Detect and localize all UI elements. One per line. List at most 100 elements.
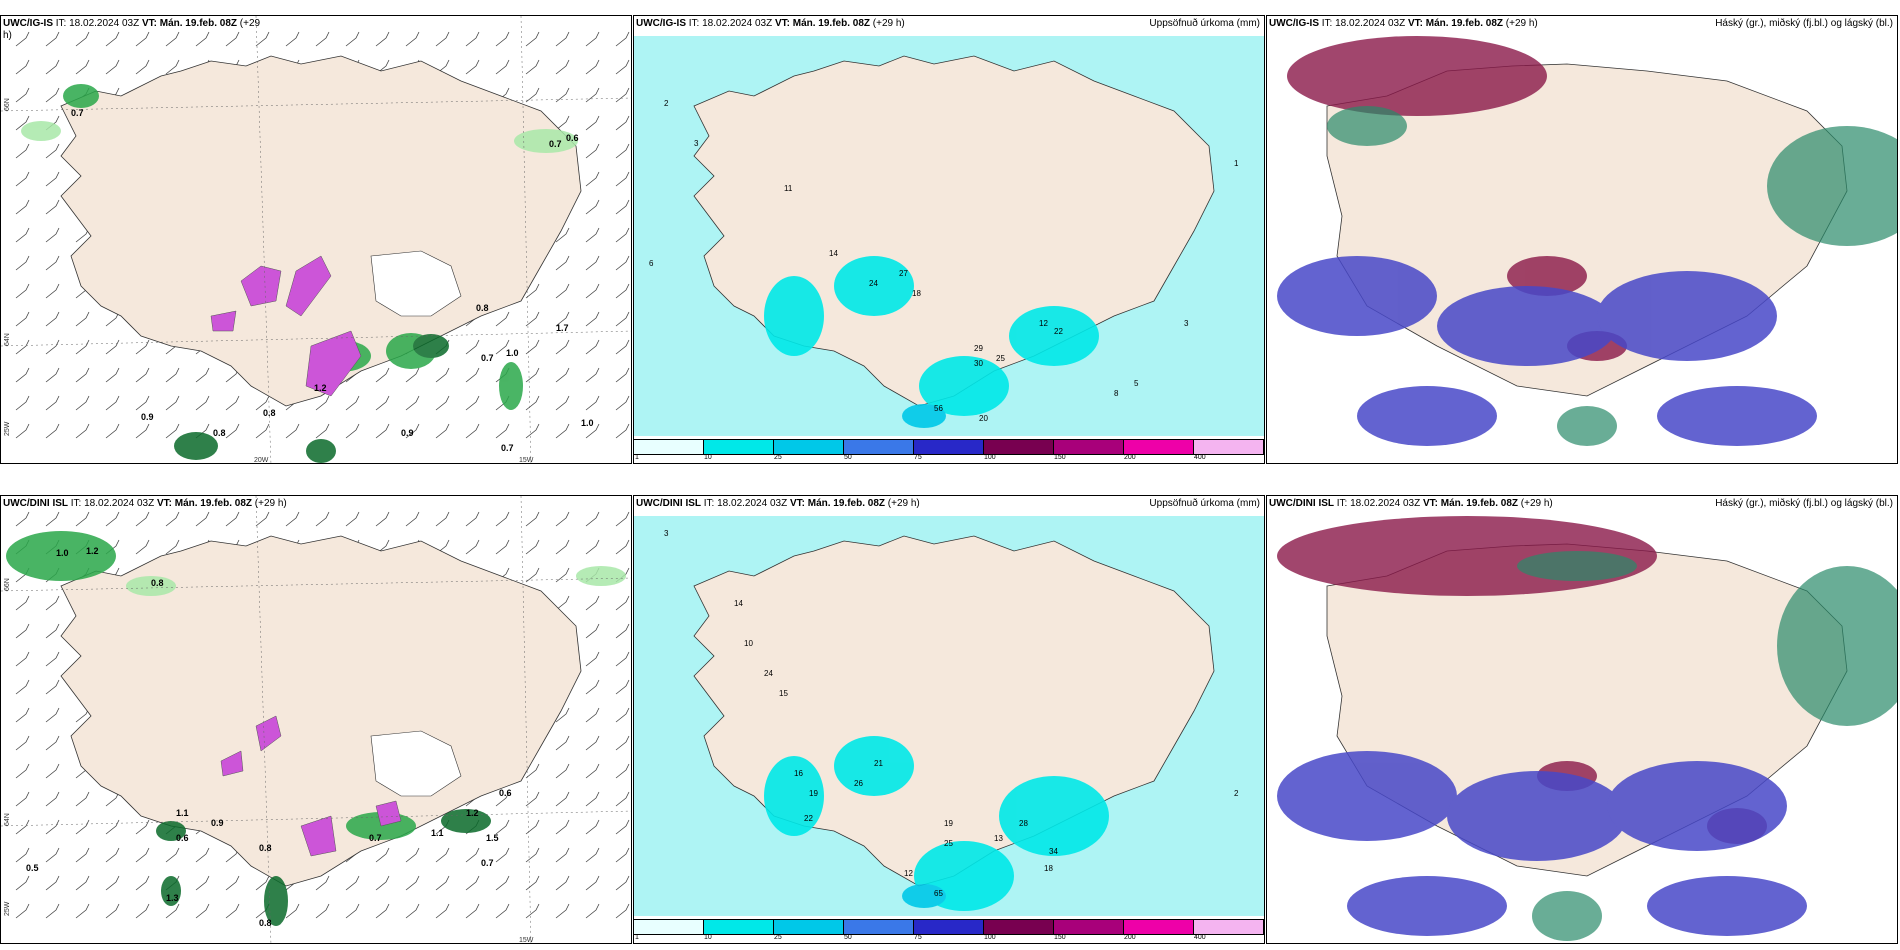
wind-barb <box>45 875 60 891</box>
wind-barb <box>15 819 30 835</box>
it-prefix: IT: <box>688 18 700 29</box>
it-prefix: IT: <box>703 498 715 509</box>
wind-barb <box>75 511 90 527</box>
wind-barb <box>45 255 60 271</box>
wind-barb <box>45 847 60 863</box>
wind-barb <box>285 423 300 439</box>
wind-barb <box>495 31 510 47</box>
precip-value-labels: 24 18 27 29 30 25 56 20 12 22 14 11 2 3 … <box>649 99 1239 423</box>
grid-lines <box>1 16 631 463</box>
wind-barb <box>405 903 420 919</box>
value-label: 24 <box>869 279 878 288</box>
wind-barb <box>555 707 570 723</box>
wind-barb <box>225 875 240 891</box>
wind-barb <box>555 395 570 411</box>
lat-label-64n: 64N <box>4 813 11 826</box>
value-label: 2 <box>1234 789 1239 798</box>
wind-barb <box>285 903 300 919</box>
wind-barb <box>15 679 30 695</box>
wind-value-labels: 1.0 1.2 0.8 1.1 0.9 0.6 0.7 0.5 1.3 0.8 … <box>26 546 512 928</box>
wind-barb <box>135 819 150 835</box>
value-label: 0.7 <box>481 353 494 363</box>
lon-label-15w: 15W <box>519 457 534 464</box>
model-name: UWC/IG-IS <box>1269 18 1319 29</box>
wind-barb <box>315 395 330 411</box>
wind-barb <box>465 59 480 75</box>
wind-barb <box>15 707 30 723</box>
value-label: 0.7 <box>481 858 494 868</box>
wind-barb <box>525 395 540 411</box>
wind-barb <box>375 367 390 383</box>
legend-label: 150 <box>1054 454 1066 461</box>
wind-barb <box>555 59 570 75</box>
legend-bar <box>634 439 1264 455</box>
map-canvas <box>1277 36 1897 446</box>
value-label: 0.8 <box>263 408 276 418</box>
wind-barb <box>345 31 360 47</box>
value-label: 65 <box>934 889 943 898</box>
wind-barb <box>135 59 150 75</box>
it-prefix: IT: <box>55 18 67 29</box>
wind-barb <box>405 875 420 891</box>
value-label: 19 <box>809 789 818 798</box>
wind-barb <box>525 87 540 103</box>
value-label: 1.3 <box>166 893 179 903</box>
value-label: 26 <box>854 779 863 788</box>
panel-precip-top: UWC/IG-IS IT: 18.02.2024 03Z VT: Mán. 19… <box>633 15 1265 464</box>
wind-barb <box>615 31 630 47</box>
it-prefix: IT: <box>70 498 82 509</box>
wind-barb <box>525 903 540 919</box>
value-label: 1.7 <box>556 323 569 333</box>
wind-barb <box>45 735 60 751</box>
wind-barb <box>615 903 630 919</box>
value-label: 2 <box>664 99 669 108</box>
precip-legend: 1 10 25 50 75 100 150 200 400 <box>634 439 1264 463</box>
wind-barb <box>15 143 30 159</box>
wind-barb <box>135 31 150 47</box>
legend-swatch <box>704 440 774 454</box>
wind-barb <box>615 595 630 611</box>
legend-swatch <box>704 920 774 934</box>
wind-barb <box>585 115 600 131</box>
value-label: 18 <box>1044 864 1053 873</box>
wind-barb <box>615 143 630 159</box>
model-name: UWC/DINI ISL <box>636 498 701 509</box>
wind-barb <box>555 367 570 383</box>
wind-barb <box>465 367 480 383</box>
map-canvas <box>1277 516 1897 941</box>
valid-time: Mán. 19.feb. 08Z <box>159 18 237 29</box>
wind-barb <box>345 903 360 919</box>
wind-barb <box>135 875 150 891</box>
legend-label: 25 <box>774 934 782 941</box>
precip-bands <box>764 736 1109 911</box>
wind-barb <box>345 875 360 891</box>
legend-label: 50 <box>844 934 852 941</box>
value-label: 25 <box>944 839 953 848</box>
wind-barb <box>585 539 600 555</box>
wind-barb <box>585 791 600 807</box>
wind-barb <box>555 735 570 751</box>
legend-swatch <box>844 920 914 934</box>
wind-barb <box>255 875 270 891</box>
wind-barb <box>105 847 120 863</box>
value-label: 25 <box>996 354 1005 363</box>
wind-barb <box>105 511 120 527</box>
wind-barb <box>555 339 570 355</box>
wind-barb <box>555 819 570 835</box>
wind-barb <box>135 903 150 919</box>
wind-barb <box>585 903 600 919</box>
wind-barb <box>45 339 60 355</box>
wind-barb <box>555 227 570 243</box>
legend-swatch <box>774 920 844 934</box>
panel-wind-top: UWC/IG-IS IT: 18.02.2024 03Z VT: Mán. 19… <box>0 15 632 464</box>
wind-barb <box>465 875 480 891</box>
panel-field-title: Uppsöfnuð úrkoma (mm) <box>1149 498 1260 509</box>
wind-barb <box>555 423 570 439</box>
wind-barb <box>585 255 600 271</box>
it-prefix: IT: <box>1336 498 1348 509</box>
value-label: 0.5 <box>26 863 39 873</box>
vt-prefix: VT: <box>774 18 790 29</box>
wind-barb <box>225 395 240 411</box>
wind-barb <box>555 31 570 47</box>
wind-barb <box>525 791 540 807</box>
